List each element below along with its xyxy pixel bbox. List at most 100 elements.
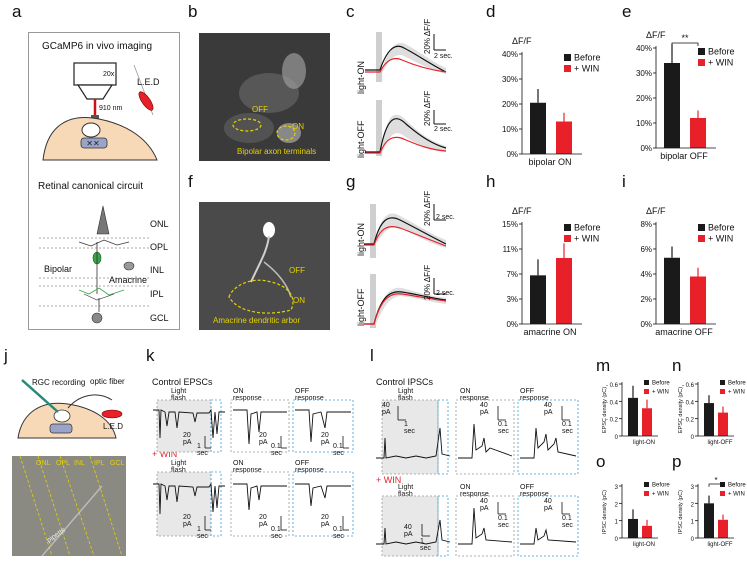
d-legend-before-swatch bbox=[564, 54, 571, 61]
o-legend-before-swatch bbox=[644, 482, 649, 487]
headplate-mark: ✕✕ bbox=[86, 139, 99, 148]
k2-on-label: ON response bbox=[233, 460, 262, 474]
led-icon bbox=[138, 91, 154, 111]
panel-p-label: p bbox=[672, 452, 682, 471]
slice-onl: ONL bbox=[36, 460, 51, 467]
g-row2-label: light-OFF bbox=[356, 288, 366, 326]
o-bar-win bbox=[642, 525, 652, 538]
o-tick-label: 3 bbox=[615, 485, 619, 491]
l-off-label: OFF response bbox=[520, 388, 549, 402]
trace-g-on-win bbox=[364, 225, 447, 247]
m-legend-win-swatch bbox=[644, 389, 649, 394]
slice-opl: OPL bbox=[56, 460, 71, 467]
n-tick-label: - 0.4 bbox=[682, 400, 695, 406]
e-tick-label: 30% bbox=[636, 69, 652, 78]
e-tick-label: 40% bbox=[636, 44, 652, 53]
chart-o: 0 1 2 3 IPSC density (pC) light-ON Before + WIN bbox=[602, 482, 670, 548]
k2-scale-1: 20 pA bbox=[183, 514, 192, 528]
p-ylabel: IPSC density (pC) bbox=[678, 490, 684, 534]
m-tick-label: - 0.6 bbox=[606, 383, 619, 389]
stim-bar-on-g bbox=[370, 204, 376, 258]
panel-n-label: n bbox=[672, 356, 682, 375]
e-legend-before: Before bbox=[708, 47, 735, 57]
ganglion-cell-icon bbox=[91, 312, 103, 324]
l2-scale-3: 40 pA bbox=[480, 498, 489, 512]
chart-d: 0% 10% 20% 30% 40% ΔF/F bipolar ON Before+ WIN bbox=[502, 36, 601, 167]
arbor-on-label: ON bbox=[293, 296, 305, 305]
o-tick-label: 0 bbox=[615, 537, 619, 543]
o-xlabel: light-ON bbox=[633, 542, 655, 548]
n-legend-before-swatch bbox=[720, 380, 725, 385]
k2-scale-4: 0.1 sec bbox=[271, 526, 282, 540]
trace-off-before bbox=[365, 118, 447, 153]
objective-tip bbox=[76, 84, 114, 100]
k-scale-1: 20 pA bbox=[183, 432, 192, 446]
k2-scale-2: 1 sec bbox=[197, 526, 208, 540]
p-tick-label: 2 bbox=[691, 502, 695, 508]
p-legend-before-swatch bbox=[720, 482, 725, 487]
h-tick-label: 7% bbox=[506, 270, 518, 279]
e-legend-win-swatch bbox=[698, 59, 705, 66]
m-tick-label: 0 bbox=[615, 435, 619, 441]
m-bar-before bbox=[628, 397, 638, 436]
l2-flash-label: Light flash bbox=[398, 484, 414, 498]
d-tick-label: 10% bbox=[502, 125, 518, 134]
c-scale-x1: 2 sec. bbox=[434, 53, 453, 60]
trace-on-win bbox=[365, 57, 447, 73]
g-scale-y1: 20% ΔF/F bbox=[423, 190, 432, 226]
l2-scale-1: 40 pA bbox=[404, 524, 413, 538]
m-tick-label: - 0.2 bbox=[606, 418, 619, 424]
l-scale-6: 0.1 sec bbox=[562, 421, 573, 435]
rgc-label: RGC recording bbox=[32, 378, 86, 387]
h-tick-label: 15% bbox=[502, 220, 518, 229]
o-legend-win: + WIN bbox=[652, 492, 669, 498]
e-legend-before-swatch bbox=[698, 48, 705, 55]
amacrine-label: Amacrine bbox=[109, 275, 148, 285]
trace-g-on-before bbox=[364, 217, 447, 245]
panel-a-label: a bbox=[12, 2, 22, 21]
n-tick-label: 0 bbox=[691, 435, 695, 441]
n-ylabel: EPSC density (pC) bbox=[678, 387, 684, 433]
h-bar-win bbox=[556, 258, 572, 324]
off-roi bbox=[232, 118, 262, 132]
g-row1-label: light-ON bbox=[356, 222, 366, 256]
roi-on-label: ON bbox=[292, 122, 304, 131]
o-legend-before: Before bbox=[652, 483, 670, 489]
d-tick-label: 30% bbox=[502, 75, 518, 84]
n-legend-before: Before bbox=[728, 381, 746, 387]
layer-gcl: GCL bbox=[150, 313, 169, 323]
h-bar-before bbox=[530, 275, 546, 324]
panel-l-label: l bbox=[370, 346, 374, 365]
e-ylabel: ΔF/F bbox=[646, 30, 666, 40]
l-scale-4: 0.1 sec bbox=[498, 421, 509, 435]
on-roi bbox=[276, 125, 296, 141]
i-tick-label: 6% bbox=[640, 245, 652, 254]
objective-label: 20x bbox=[103, 71, 115, 78]
g-scale-x2: 2 sec. bbox=[436, 290, 455, 297]
i-tick-label: 0% bbox=[640, 320, 652, 329]
l2-off-label: OFF response bbox=[520, 484, 549, 498]
p-bar-before bbox=[704, 503, 714, 538]
i-legend-win-swatch bbox=[698, 235, 705, 242]
panel-e-label: e bbox=[622, 2, 632, 21]
k-off-label: OFF response bbox=[295, 388, 324, 402]
k-on-label: ON response bbox=[233, 388, 262, 402]
p-legend-win: + WIN bbox=[728, 492, 745, 498]
k2-off-label: OFF response bbox=[295, 460, 324, 474]
amacrine-caption: Amacrine dendritic arbor bbox=[213, 316, 301, 325]
d-legend-win-swatch bbox=[564, 65, 571, 72]
d-legend-before: Before bbox=[574, 53, 601, 63]
m-legend-before-swatch bbox=[644, 380, 649, 385]
chart-h: 0% 3% 7% 11% 15% ΔF/F amacrine ON Before+ WIN bbox=[502, 206, 601, 337]
e-sig-bracket bbox=[671, 42, 699, 46]
i-legend-before: Before bbox=[708, 223, 735, 233]
layer-ipl: IPL bbox=[150, 289, 164, 299]
d-xlabel: bipolar ON bbox=[528, 157, 571, 167]
o-ylabel: IPSC density (pC) bbox=[602, 490, 608, 534]
stim-bar-off bbox=[376, 100, 382, 156]
e-tick-label: 20% bbox=[636, 94, 652, 103]
chart-p: 0 1 2 3 IPSC density (pC) light-OFF Before + WI… bbox=[678, 476, 746, 548]
o-tick-label: 1 bbox=[615, 520, 619, 526]
m-legend-before: Before bbox=[652, 381, 670, 387]
p-tick-label: 1 bbox=[691, 520, 695, 526]
